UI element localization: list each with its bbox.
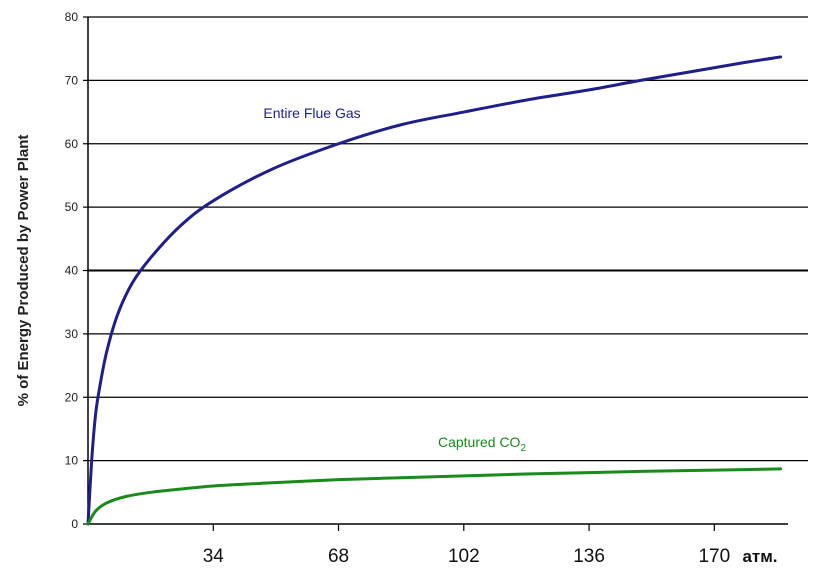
axes	[83, 16, 788, 531]
series-label-entire-flue-gas: Entire Flue Gas	[263, 105, 360, 121]
y-tick-label: 10	[65, 454, 79, 468]
x-tick-label: 34	[203, 546, 225, 567]
y-tick-label: 40	[65, 264, 79, 278]
x-tick-label: 102	[448, 546, 480, 567]
y-tick-label: 60	[65, 137, 79, 151]
x-tick-label: 170	[698, 546, 730, 567]
y-tick-label: 0	[71, 517, 78, 531]
labels: 0 10 20 30 40 50 60 70 80 34 68 102 136 170 атм. % of E…	[15, 10, 778, 567]
x-tick-label: 68	[328, 546, 349, 567]
series-line-captured-co2	[86, 467, 783, 526]
gridlines	[88, 16, 808, 462]
y-tick-label: 80	[65, 10, 79, 24]
x-tick-label: 136	[573, 546, 605, 567]
y-axis-title: % of Energy Produced by Power Plant	[15, 135, 32, 407]
y-tick-label: 20	[65, 390, 79, 404]
series-lines	[86, 55, 783, 526]
series-line-entire-flue-gas	[86, 55, 783, 526]
series-label-captured-co2: Captured CO2	[438, 434, 526, 454]
y-tick-label: 30	[65, 327, 79, 341]
y-tick-label: 50	[65, 200, 79, 214]
y-tick-label: 70	[65, 73, 79, 87]
x-unit-label: атм.	[742, 547, 777, 566]
